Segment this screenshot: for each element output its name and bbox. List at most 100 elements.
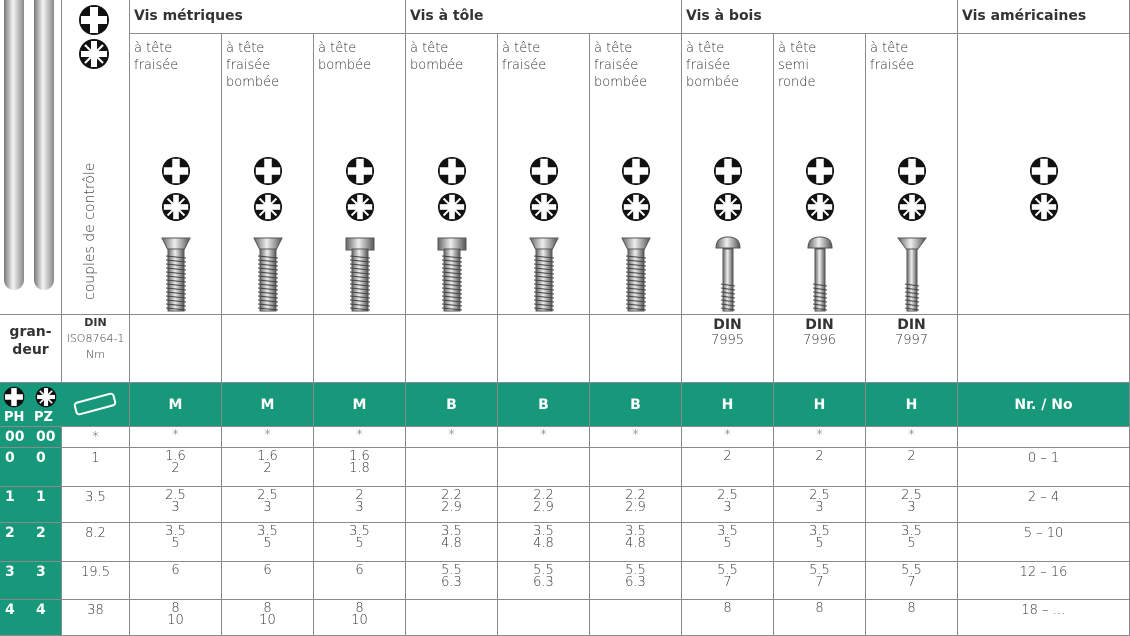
size-value-cell: *	[222, 427, 314, 448]
screw-image	[432, 234, 472, 314]
group-header: Vis à bois	[682, 0, 958, 34]
phillips-icon	[253, 156, 283, 186]
screwdriver-blade	[34, 0, 54, 290]
size-value: 8	[866, 603, 957, 615]
size-value-cell: *	[682, 427, 774, 448]
pz-size: 3	[36, 564, 46, 580]
size-value: 5	[866, 538, 957, 550]
american-cell	[958, 427, 1130, 448]
size-value: 6	[130, 565, 221, 577]
screw-image	[156, 234, 196, 314]
torque-cell: 8.2	[62, 523, 130, 562]
group-title: Vis américaines	[962, 8, 1086, 24]
din-number: 7996	[774, 333, 865, 348]
type-line: à tête	[502, 40, 546, 57]
size-value: 2	[774, 451, 865, 463]
size-value: *	[866, 430, 957, 442]
size-value: 8	[682, 603, 773, 615]
american-cell: 5 – 10	[958, 523, 1130, 562]
size-value: *	[314, 430, 405, 442]
size-value-cell: 2.53	[774, 487, 866, 523]
pz-size: 0	[36, 450, 46, 466]
type-line: fraisée	[870, 57, 914, 74]
size-cell: 22	[0, 523, 62, 562]
size-value: 4.8	[406, 538, 497, 550]
type-line: à tête	[134, 40, 178, 57]
size-value-cell: 3.55	[682, 523, 774, 562]
size-value: 7	[682, 577, 773, 589]
size-value: 5	[774, 538, 865, 550]
type-line: à tête	[594, 40, 647, 57]
torque-cell: 38	[62, 600, 130, 636]
type-line: semi	[778, 57, 816, 74]
size-value-cell: *	[774, 427, 866, 448]
american-value: 18 – …	[958, 603, 1129, 618]
phillips-icon	[529, 156, 559, 186]
din-cell	[498, 315, 590, 383]
size-value-cell: 6	[130, 562, 222, 600]
screw-image	[524, 234, 564, 314]
code-cell: Nr. / No	[958, 383, 1130, 427]
screw-code: H	[814, 397, 826, 413]
din-cell	[590, 315, 682, 383]
size-value: 4.8	[498, 538, 589, 550]
size-value: 6	[222, 565, 313, 577]
type-line: à tête	[778, 40, 816, 57]
size-value: 4.8	[590, 538, 681, 550]
torque-norm: Nm	[62, 347, 129, 363]
size-value-cell	[498, 600, 590, 636]
pozidriv-icon	[897, 192, 927, 222]
ph-size: 0	[5, 450, 15, 466]
size-value: 3	[130, 502, 221, 514]
type-line: à tête	[686, 40, 739, 57]
size-value: *	[498, 430, 589, 442]
screw-code: M	[353, 397, 367, 413]
american-cell: 0 – 1	[958, 448, 1130, 487]
type-line: bombée	[410, 57, 463, 74]
screw-table: couples de contrôleVis métriquesVis à tô…	[0, 0, 1130, 636]
screw-image	[340, 234, 380, 314]
type-line: bombée	[318, 57, 371, 74]
size-value: 3	[682, 502, 773, 514]
screw-image	[708, 234, 748, 314]
size-value: 2	[130, 463, 221, 475]
group-title: Vis à tôle	[410, 8, 484, 24]
torque-icon	[73, 392, 117, 416]
screw-image	[248, 234, 288, 314]
ph-size: 4	[5, 602, 15, 618]
screw-code: B	[538, 397, 549, 413]
torque-norm-cell: DINISO8764-1Nm	[62, 315, 130, 383]
size-value: 2	[682, 451, 773, 463]
size-value: 7	[774, 577, 865, 589]
torque-value: 38	[62, 603, 129, 618]
ph-size: 1	[5, 489, 15, 505]
type-line: à tête	[410, 40, 463, 57]
size-value-cell: 5.56.3	[590, 562, 682, 600]
pozidriv-icon	[621, 192, 651, 222]
phillips-icon	[713, 156, 743, 186]
ph-size: 00	[5, 429, 24, 445]
size-value: 7	[866, 577, 957, 589]
screw-column-header: à têtefraiséebombée	[222, 34, 314, 315]
din-cell	[314, 315, 406, 383]
screw-code: H	[722, 397, 734, 413]
screw-type: à têtefraiséebombée	[686, 40, 739, 91]
type-line: à tête	[226, 40, 279, 57]
size-value-cell: 5.57	[682, 562, 774, 600]
torque-value: 1	[62, 451, 129, 466]
screw-column-header: à têtefraiséebombée	[590, 34, 682, 315]
screw-type: à têtefraiséebombée	[594, 40, 647, 91]
pozidriv-icon	[161, 192, 191, 222]
din-cell	[130, 315, 222, 383]
pozidriv-icon	[78, 38, 110, 70]
size-value-cell: 1.62	[130, 448, 222, 487]
ph-size: 3	[5, 564, 15, 580]
size-value-cell: 2.22.9	[498, 487, 590, 523]
pozidriv-icon	[345, 192, 375, 222]
phillips-icon	[897, 156, 927, 186]
